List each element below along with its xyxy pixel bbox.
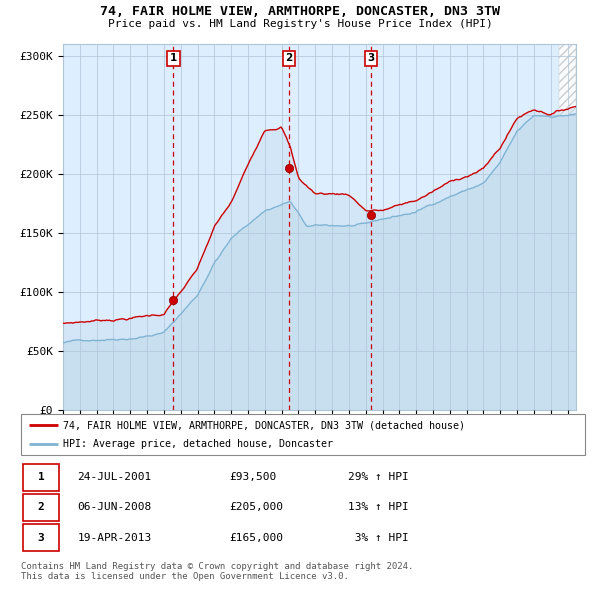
Text: 74, FAIR HOLME VIEW, ARMTHORPE, DONCASTER, DN3 3TW: 74, FAIR HOLME VIEW, ARMTHORPE, DONCASTE… — [100, 5, 500, 18]
Text: Contains HM Land Registry data © Crown copyright and database right 2024.
This d: Contains HM Land Registry data © Crown c… — [21, 562, 413, 581]
FancyBboxPatch shape — [21, 414, 585, 455]
Text: 1: 1 — [170, 54, 177, 63]
Bar — [559, 44, 576, 410]
Text: £93,500: £93,500 — [230, 472, 277, 482]
Text: 3% ↑ HPI: 3% ↑ HPI — [348, 533, 409, 543]
FancyBboxPatch shape — [23, 524, 59, 551]
Text: 3: 3 — [38, 533, 44, 543]
Text: 24-JUL-2001: 24-JUL-2001 — [77, 472, 152, 482]
Text: 2: 2 — [38, 503, 44, 512]
Text: Price paid vs. HM Land Registry's House Price Index (HPI): Price paid vs. HM Land Registry's House … — [107, 19, 493, 29]
Text: 2: 2 — [285, 54, 293, 63]
Text: 06-JUN-2008: 06-JUN-2008 — [77, 503, 152, 512]
Text: HPI: Average price, detached house, Doncaster: HPI: Average price, detached house, Donc… — [64, 440, 334, 450]
Text: 13% ↑ HPI: 13% ↑ HPI — [348, 503, 409, 512]
Text: 74, FAIR HOLME VIEW, ARMTHORPE, DONCASTER, DN3 3TW (detached house): 74, FAIR HOLME VIEW, ARMTHORPE, DONCASTE… — [64, 420, 466, 430]
Text: 1: 1 — [38, 472, 44, 482]
FancyBboxPatch shape — [23, 494, 59, 521]
Text: 29% ↑ HPI: 29% ↑ HPI — [348, 472, 409, 482]
Text: 19-APR-2013: 19-APR-2013 — [77, 533, 152, 543]
Text: 3: 3 — [367, 54, 374, 63]
Bar — [559, 44, 576, 410]
FancyBboxPatch shape — [23, 464, 59, 491]
Text: £165,000: £165,000 — [230, 533, 284, 543]
Text: £205,000: £205,000 — [230, 503, 284, 512]
